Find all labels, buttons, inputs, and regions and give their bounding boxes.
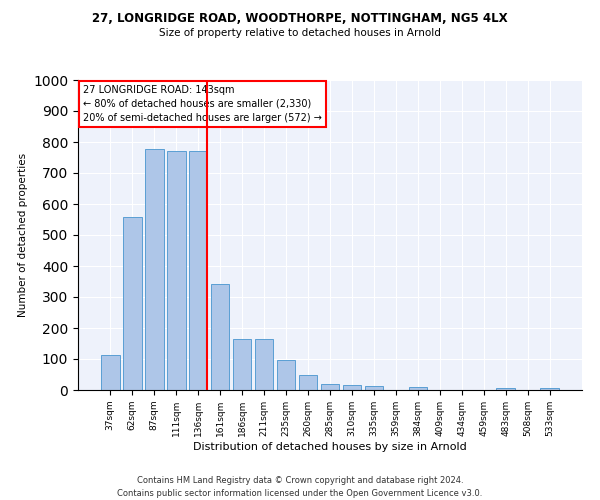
Bar [541,388,559,390]
Bar [211,284,229,390]
Bar [123,218,142,390]
Bar [299,374,317,390]
Bar [167,152,185,390]
X-axis label: Distribution of detached houses by size in Arnold: Distribution of detached houses by size … [193,442,467,452]
Text: Contains HM Land Registry data © Crown copyright and database right 2024.
Contai: Contains HM Land Registry data © Crown c… [118,476,482,498]
Bar [101,355,119,390]
Text: 27 LONGRIDGE ROAD: 143sqm
← 80% of detached houses are smaller (2,330)
20% of se: 27 LONGRIDGE ROAD: 143sqm ← 80% of detac… [83,84,322,122]
Bar [189,152,208,390]
Bar [320,384,340,390]
Text: Size of property relative to detached houses in Arnold: Size of property relative to detached ho… [159,28,441,38]
Bar [277,360,295,390]
Bar [343,386,361,390]
Bar [255,340,274,390]
Bar [365,386,383,390]
Y-axis label: Number of detached properties: Number of detached properties [17,153,28,317]
Text: 27, LONGRIDGE ROAD, WOODTHORPE, NOTTINGHAM, NG5 4LX: 27, LONGRIDGE ROAD, WOODTHORPE, NOTTINGH… [92,12,508,26]
Bar [145,149,164,390]
Bar [233,340,251,390]
Bar [409,387,427,390]
Bar [496,388,515,390]
